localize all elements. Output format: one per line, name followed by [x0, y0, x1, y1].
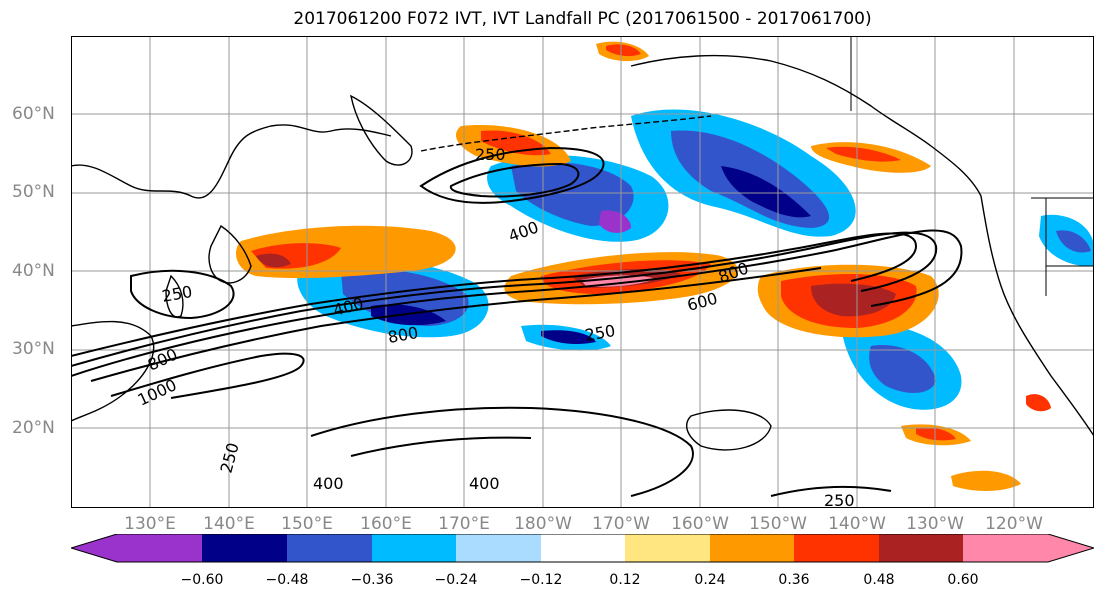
- lat-label-40n: 40°N: [12, 261, 55, 281]
- pos-anomaly-midlat-peak: [581, 275, 656, 287]
- coast-na-west: [980, 195, 1094, 437]
- neg-anomaly-gulf-of-alaska-inner: [721, 166, 811, 218]
- pos-anomaly-hawaii-east-core: [916, 427, 956, 441]
- lat-label-50n: 50°N: [12, 182, 55, 202]
- contour-250-south: [310, 406, 694, 497]
- lon-label-160e: 160°E: [360, 514, 412, 534]
- colorbar-tick-label: −0.48: [265, 572, 309, 588]
- coast-hawaii: [685, 409, 772, 451]
- ivt-contours: [71, 146, 963, 497]
- coast-kamchatka: [350, 94, 413, 166]
- lon-label-130w: 130°W: [906, 514, 964, 534]
- contour-label: 400: [506, 217, 541, 245]
- contour-600: [71, 232, 918, 357]
- colorbar-tick-label: 0.24: [694, 572, 726, 588]
- colorbar-tick-label: −0.12: [519, 572, 563, 588]
- neg-anomaly-california-core: [1056, 230, 1091, 253]
- colorbar-segment: [541, 534, 625, 562]
- colorbar-segments: [71, 534, 1094, 562]
- lon-label-150w: 150°W: [749, 514, 807, 534]
- pos-anomaly-okhotsk-core: [606, 44, 641, 57]
- lon-label-120w: 120°W: [985, 514, 1043, 534]
- coast-japan: [208, 224, 252, 284]
- contour-400-north: [449, 162, 580, 198]
- colorbar-tick-label: 0.12: [609, 572, 641, 588]
- colorbar-segment: [963, 534, 1094, 562]
- pos-anomaly-japan-inner: [256, 253, 291, 268]
- pos-anomaly-gulf-coast-core: [826, 146, 901, 162]
- neg-anomaly-central-pacific-inner: [599, 210, 631, 233]
- contour-1000: [110, 352, 305, 399]
- colorbar-tick-label: −0.60: [180, 572, 224, 588]
- lon-label-150e: 150°E: [281, 514, 333, 534]
- map-panel: 250 400 250 400 800 800 1000 800 600 250…: [71, 36, 1094, 508]
- colorbar-segment: [710, 534, 794, 562]
- pos-anomaly-east-pacific-inner: [811, 283, 896, 317]
- contour-250-japan: [130, 269, 235, 320]
- coast-china: [71, 320, 155, 422]
- colorbar-segment: [879, 534, 963, 562]
- border-states: [1045, 198, 1094, 296]
- colorbar-segment: [287, 534, 372, 562]
- colorbar-segment: [202, 534, 287, 562]
- contour-label: 1000: [135, 375, 180, 409]
- colorbar-tick-label: 0.60: [947, 572, 979, 588]
- neg-anomaly-east-pacific-core: [869, 345, 936, 393]
- neg-anomaly-central-pacific-core: [511, 162, 634, 226]
- pos-anomaly-south: [951, 470, 1021, 491]
- neg-anomaly-subtropics-core: [541, 330, 596, 344]
- contour-250-west: [71, 229, 963, 377]
- colorbar-segment: [372, 534, 456, 562]
- colorbar-segment: [794, 534, 879, 562]
- coast-aleutians: [420, 115, 712, 152]
- coast-asia: [71, 124, 392, 199]
- contour-label: 800: [386, 323, 419, 347]
- lon-label-140w: 140°W: [828, 514, 886, 534]
- lon-label-130e: 130°E: [124, 514, 176, 534]
- coastlines: [71, 36, 1094, 451]
- contour-250-east: [770, 485, 892, 497]
- lat-label-20n: 20°N: [12, 418, 55, 438]
- contour-400-south: [350, 436, 532, 457]
- colorbar-tick-label: 0.36: [778, 572, 810, 588]
- contour-label: 250: [475, 145, 506, 164]
- colorbar-tick-label: −0.36: [350, 572, 394, 588]
- contour-label: 400: [469, 474, 500, 493]
- colorbar-segment: [625, 534, 710, 562]
- lat-label-60n: 60°N: [12, 104, 55, 124]
- gridlines: [71, 36, 1094, 508]
- page-title: 2017061200 F072 IVT, IVT Landfall PC (20…: [293, 9, 872, 29]
- contour-label: 250: [160, 282, 193, 306]
- contour-label: 250: [583, 321, 616, 345]
- colorbar-outline: [71, 534, 1094, 563]
- pos-anomaly-baja: [1026, 394, 1051, 412]
- colorbar-segment: [71, 534, 202, 562]
- coast-korea: [165, 274, 184, 318]
- lon-label-170e: 170°E: [438, 514, 490, 534]
- contour-800: [90, 267, 822, 382]
- colorbar-segment: [456, 534, 541, 562]
- lon-label-160w: 160°W: [671, 514, 729, 534]
- colorbar-tick-label: 0.48: [863, 572, 895, 588]
- coast-alaska: [630, 54, 982, 197]
- ivt-shading: [236, 41, 1094, 491]
- lon-label-180w: 180°W: [514, 514, 572, 534]
- contour-label: 250: [217, 441, 243, 475]
- lon-label-140e: 140°E: [203, 514, 255, 534]
- lon-label-170w: 170°W: [592, 514, 650, 534]
- contour-250-north: [419, 146, 605, 204]
- map-border: [71, 36, 1094, 508]
- contour-label: 400: [313, 474, 344, 493]
- contour-label: 250: [824, 491, 855, 508]
- colorbar: [71, 534, 1094, 563]
- contour-400-west: [71, 231, 938, 367]
- colorbar-tick-label: −0.24: [434, 572, 478, 588]
- lat-label-30n: 30°N: [12, 339, 55, 359]
